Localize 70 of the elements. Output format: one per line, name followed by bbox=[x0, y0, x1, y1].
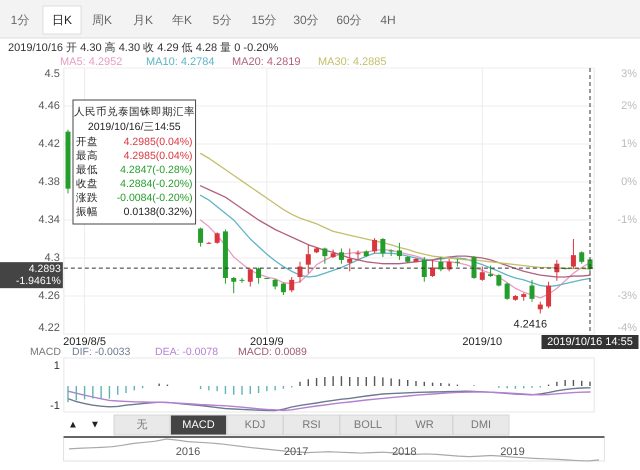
text: MA10: 4.2784 bbox=[146, 56, 214, 68]
annotation: 4.2847(-0.28%) bbox=[120, 164, 193, 176]
text: DIF: -0.0033 bbox=[72, 346, 131, 358]
text: -1.9461% bbox=[16, 275, 61, 288]
y2-tick-label: 2% bbox=[621, 100, 638, 112]
annotation: 人民币兑泰国铢即期汇率 bbox=[74, 105, 195, 118]
text: WR bbox=[415, 419, 434, 431]
annotation: 4.2884(-0.20%) bbox=[120, 178, 193, 190]
y2-tick-label: 0% bbox=[621, 176, 638, 188]
text: 30分 bbox=[293, 13, 319, 27]
text: 60分 bbox=[336, 13, 362, 27]
text: MACD: 0.0089 bbox=[238, 346, 308, 358]
y2-tick-label: -3% bbox=[617, 290, 638, 302]
y-tick-label: 4.34 bbox=[38, 214, 60, 226]
y-tick-label: 4.46 bbox=[38, 100, 60, 112]
y-tick-label: 4.3 bbox=[44, 252, 60, 264]
annotation: -0.0084(-0.20%) bbox=[116, 192, 193, 204]
y-tick-label: 4.22 bbox=[38, 322, 60, 334]
chart-title: MACD bbox=[30, 346, 62, 358]
annotation: 最高 bbox=[76, 149, 98, 162]
text: MA5: 4.2952 bbox=[60, 56, 122, 68]
y-tick-label: 4.5 bbox=[44, 68, 60, 80]
text: MA20: 4.2819 bbox=[232, 56, 300, 68]
x-tick-label: 2019/9 bbox=[250, 336, 284, 348]
annotation: 最低 bbox=[76, 164, 98, 176]
y-tick-label: 4.26 bbox=[38, 290, 60, 302]
text: MACD bbox=[182, 419, 215, 431]
y2-tick-label: -1% bbox=[617, 214, 638, 226]
text: 5分 bbox=[212, 13, 232, 27]
y-tick-label: 4.42 bbox=[38, 138, 60, 150]
text: DMI bbox=[470, 419, 492, 431]
text: 日K bbox=[52, 13, 72, 27]
text: 月K bbox=[132, 13, 154, 27]
y-tick-label: -1 bbox=[50, 400, 60, 412]
text: BOLL bbox=[354, 419, 382, 431]
y2-tick-label: 1% bbox=[621, 138, 638, 150]
x-tick-label: 2018 bbox=[392, 446, 417, 458]
text: 年K bbox=[172, 13, 192, 27]
annotation: 4.2416 bbox=[513, 318, 548, 330]
x-tick-label: 2019 bbox=[500, 446, 525, 458]
text: MA30: 4.2885 bbox=[318, 56, 386, 68]
annotation: 0.0138(0.32%) bbox=[124, 206, 193, 218]
text: 周K bbox=[92, 13, 112, 27]
annotation: 开盘 bbox=[76, 136, 98, 148]
annotation: 2019/10/16/三14:55 bbox=[88, 121, 181, 133]
annotation: 振幅 bbox=[76, 206, 98, 218]
x-tick-label: 2017 bbox=[284, 446, 308, 458]
annotation: 收盘 bbox=[76, 178, 98, 190]
y2-tick-label: -4% bbox=[617, 322, 638, 334]
ref-line-label: 4.2893 bbox=[28, 263, 62, 276]
text: DEA: -0.0078 bbox=[155, 346, 218, 358]
chart-subtitle: 2019/10/16 开 4.30 高 4.30 收 4.29 低 4.28 量 0 -0.20% bbox=[8, 41, 278, 54]
text: 1分 bbox=[10, 13, 30, 27]
x-tick-label: 2019/10/16 14:55 bbox=[547, 336, 633, 348]
text: 无 bbox=[136, 419, 148, 431]
x-tick-label: 2019/10 bbox=[462, 336, 502, 348]
annotation: 4.2985(0.04%) bbox=[124, 136, 193, 148]
x-tick-label: 2016 bbox=[176, 446, 200, 458]
annotation: 4.2985(0.04%) bbox=[124, 150, 193, 162]
text: RSI bbox=[302, 419, 321, 431]
annotation: 涨跌 bbox=[76, 192, 98, 204]
y2-tick-label: 3% bbox=[621, 68, 638, 80]
y-tick-label: 4.38 bbox=[38, 176, 60, 188]
y-tick-label: 1 bbox=[54, 360, 60, 372]
x-tick-label: 2019/8/5 bbox=[63, 336, 106, 348]
text: 15分 bbox=[251, 13, 277, 27]
text: KDJ bbox=[244, 419, 266, 431]
text: 4H bbox=[380, 13, 396, 27]
text: ▼ bbox=[90, 420, 100, 430]
text: ▲ bbox=[68, 420, 78, 430]
